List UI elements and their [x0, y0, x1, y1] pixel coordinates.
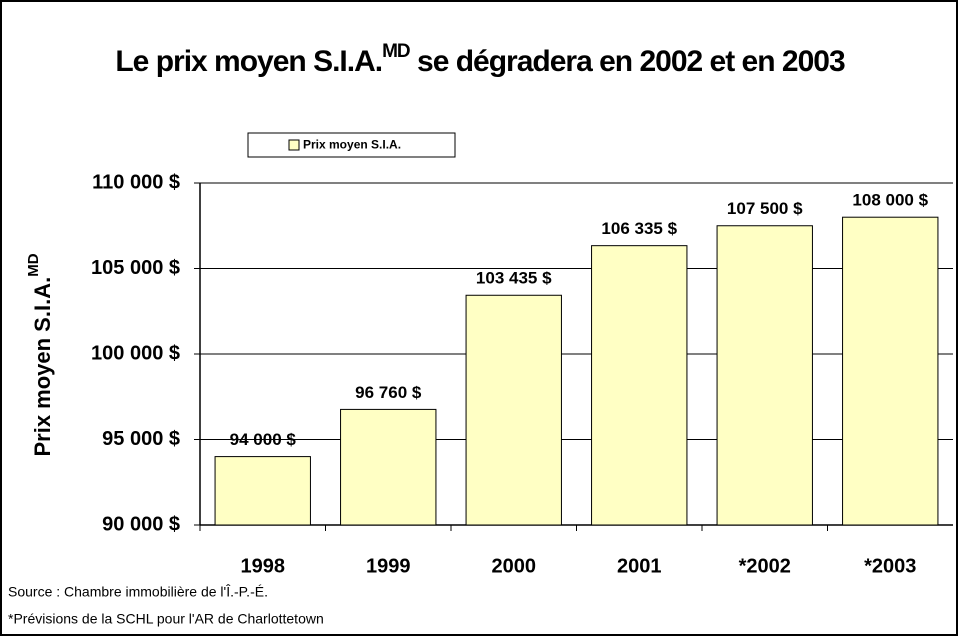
value-label: 103 435 $ [476, 269, 552, 288]
title-rest: se dégradera en 2002 et en 2003 [417, 45, 846, 78]
bar [465, 294, 562, 526]
y-tick-label: 100 000 $ [91, 342, 180, 364]
bar [214, 456, 311, 526]
y-tick-label: 105 000 $ [91, 257, 180, 279]
y-axis-label-superscript: MD [25, 253, 42, 276]
title-superscript: MD [382, 41, 411, 62]
x-tick-label: *2003 [864, 555, 916, 577]
note: Source : Chambre immobilière de l'Î.-P.-… [8, 584, 268, 600]
y-axis-label: Prix moyen S.I.A.MD [25, 253, 55, 456]
legend-label: Prix moyen S.I.A. [303, 138, 401, 152]
value-label: 96 760 $ [355, 383, 422, 402]
x-tick-label: *2002 [739, 555, 791, 577]
value-label: 108 000 $ [852, 191, 928, 210]
x-tick-label: 1999 [366, 555, 411, 577]
y-tick-label: 95 000 $ [102, 428, 180, 450]
y-axis-label-text: Prix moyen S.I.A. [30, 277, 55, 457]
y-tick-label: 90 000 $ [102, 513, 180, 535]
bar [340, 408, 437, 526]
x-tick-label: 1998 [241, 555, 286, 577]
legend-box [247, 132, 456, 158]
bar [716, 225, 813, 526]
x-tick-label: 2000 [492, 555, 537, 577]
x-tick-label: 2001 [617, 555, 662, 577]
bar [591, 245, 688, 526]
note: *Prévisions de la SCHL pour l'AR de Char… [8, 611, 324, 627]
bar [842, 216, 939, 526]
value-label: 94 000 $ [230, 430, 297, 449]
legend-swatch [288, 139, 300, 151]
value-label: 106 335 $ [601, 219, 677, 238]
title-text: Le prix moyen S.I.A. [115, 45, 383, 78]
value-label: 107 500 $ [727, 199, 803, 218]
chart-title: Le prix moyen S.I.A.MD se dégradera en 2… [110, 28, 850, 86]
y-tick-label: 110 000 $ [92, 171, 180, 193]
